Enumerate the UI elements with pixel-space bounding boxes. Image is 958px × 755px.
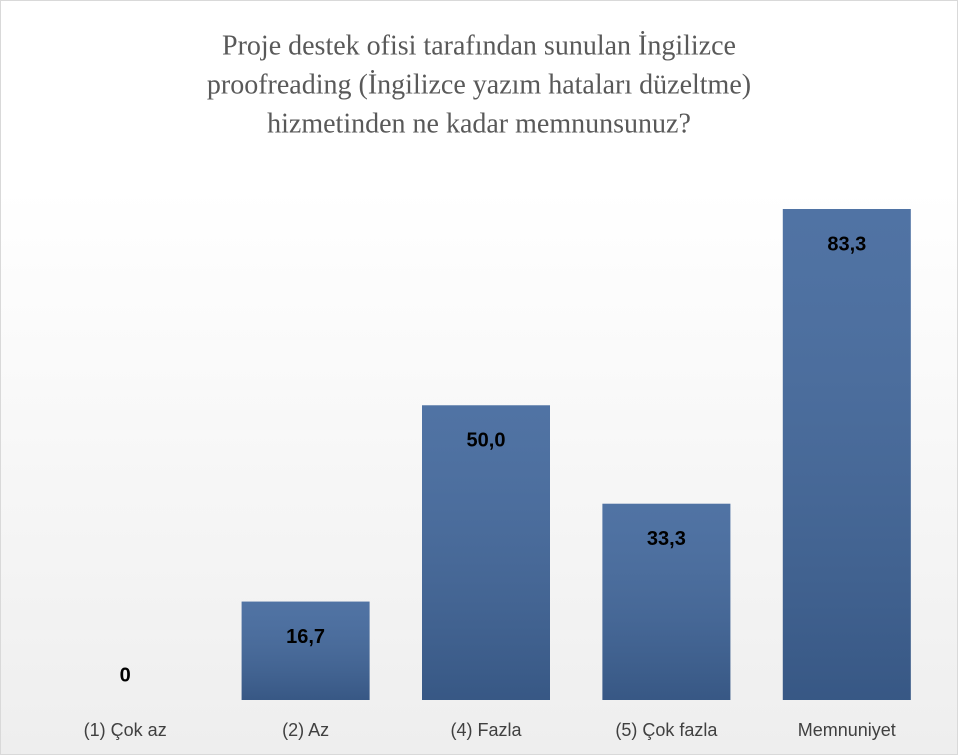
bar-shade [782, 209, 911, 700]
data-label: 50,0 [467, 430, 506, 452]
chart-title: hizmetinden ne kadar memnunsunuz? [267, 108, 691, 139]
data-label: 83,3 [827, 233, 866, 255]
data-label: 33,3 [647, 528, 686, 550]
bar-shade [241, 601, 370, 700]
x-tick-label: (2) Az [282, 720, 329, 740]
chart-title: Proje destek ofisi tarafından sunulan İn… [222, 30, 736, 61]
x-tick-label: (1) Çok az [84, 720, 167, 740]
chart-title: proofreading (İngilizce yazım hataları d… [207, 69, 751, 100]
bar-shade [422, 405, 550, 700]
data-label: 0 [120, 664, 131, 686]
x-tick-label: (4) Fazla [450, 720, 522, 740]
bar-shade [602, 503, 731, 700]
x-tick-label: Memnuniyet [798, 720, 896, 740]
data-label: 16,7 [286, 626, 325, 648]
x-tick-label: (5) Çok fazla [615, 720, 718, 740]
